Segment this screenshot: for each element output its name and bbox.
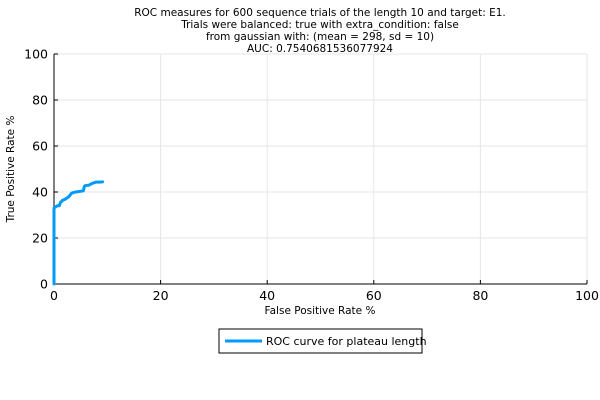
title-line-4: AUC: 0.7540681536077924 bbox=[247, 43, 393, 55]
x-tick-label: 40 bbox=[259, 288, 275, 303]
axes bbox=[53, 53, 588, 285]
y-axis-label: True Positive Rate % bbox=[5, 116, 17, 224]
y-tick-label: 40 bbox=[32, 185, 48, 200]
legend: ROC curve for plateau length bbox=[218, 328, 427, 354]
title-line-1: ROC measures for 600 sequence trials of … bbox=[134, 7, 506, 19]
legend-label: ROC curve for plateau length bbox=[266, 335, 427, 348]
y-tick-label: 100 bbox=[24, 47, 48, 62]
x-tick-labels: 0 20 40 60 80 100 bbox=[50, 288, 599, 303]
y-tick-label: 80 bbox=[32, 93, 48, 108]
gridlines bbox=[53, 53, 588, 285]
x-tick-label: 60 bbox=[366, 288, 382, 303]
title-line-2: Trials were balanced: true with extra_co… bbox=[180, 19, 459, 31]
x-tick-label: 100 bbox=[575, 288, 599, 303]
series-lines bbox=[52, 180, 104, 286]
x-tick-label: 80 bbox=[472, 288, 488, 303]
x-axis-label: False Positive Rate % bbox=[265, 305, 376, 317]
y-tick-label: 60 bbox=[32, 139, 48, 154]
y-tick-labels: 0 20 40 60 80 100 bbox=[24, 47, 48, 292]
roc-curve-line bbox=[52, 180, 104, 286]
y-tick-label: 0 bbox=[40, 277, 48, 292]
title-line-3: from gaussian with: (mean = 298, sd = 10… bbox=[206, 31, 434, 43]
chart-title: ROC measures for 600 sequence trials of … bbox=[134, 7, 506, 55]
x-tick-label: 20 bbox=[153, 288, 169, 303]
x-tick-label: 0 bbox=[50, 288, 58, 303]
y-tick-label: 20 bbox=[32, 231, 48, 246]
